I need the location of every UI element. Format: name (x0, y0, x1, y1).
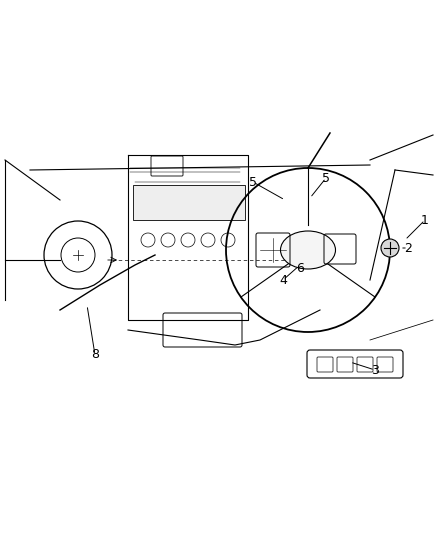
Text: 1: 1 (421, 214, 429, 227)
Text: 3: 3 (371, 364, 379, 376)
Text: 2: 2 (404, 241, 412, 254)
Text: 4: 4 (279, 273, 287, 287)
Text: 5: 5 (249, 175, 257, 189)
FancyBboxPatch shape (133, 185, 245, 220)
Circle shape (381, 239, 399, 257)
Ellipse shape (280, 231, 336, 269)
Text: 8: 8 (91, 349, 99, 361)
Text: 5: 5 (322, 172, 330, 184)
Text: 6: 6 (296, 262, 304, 274)
